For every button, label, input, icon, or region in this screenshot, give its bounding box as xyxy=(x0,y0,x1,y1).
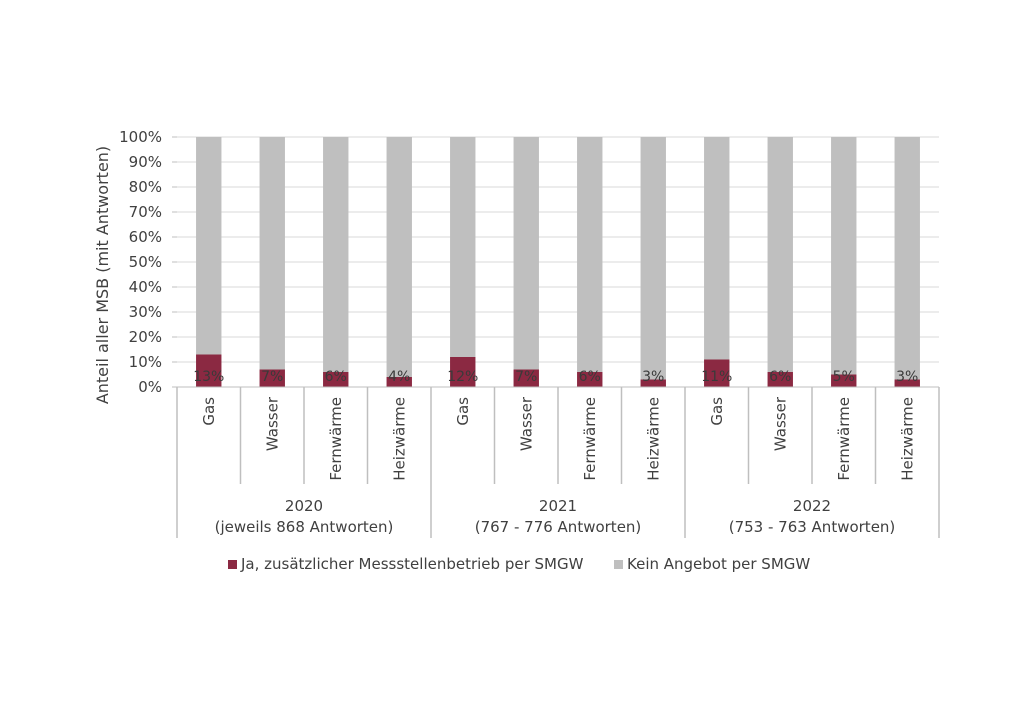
category-label: Fernwärme xyxy=(327,397,345,481)
bar-ja-smgw xyxy=(894,379,920,387)
category-label: Gas xyxy=(454,397,472,426)
bar-ja-smgw xyxy=(831,374,857,387)
group-sublabel: (753 - 763 Antworten) xyxy=(729,518,896,536)
category-label: Wasser xyxy=(517,396,535,451)
bar-kein-angebot xyxy=(513,137,539,370)
bar-kein-angebot xyxy=(196,137,222,355)
bar-kein-angebot xyxy=(577,137,603,372)
bar-ja-smgw xyxy=(704,359,730,387)
legend-swatch xyxy=(228,560,237,569)
bar-ja-smgw xyxy=(323,372,349,387)
bar-ja-smgw xyxy=(640,379,666,387)
x-axis: Gas Wasser Fernwärme Heizwärme 2020 (jeweils … xyxy=(176,386,940,538)
group-label: 2021 xyxy=(539,497,577,515)
group-sublabel: (767 - 776 Antworten) xyxy=(475,518,642,536)
bar-kein-angebot xyxy=(640,137,666,380)
bar-ja-smgw xyxy=(513,369,539,387)
data-label: 3% xyxy=(642,369,664,385)
legend-swatch xyxy=(614,560,623,569)
category-label: Gas xyxy=(200,397,218,426)
y-tick-label: 20% xyxy=(129,328,162,346)
y-tick-label: 70% xyxy=(129,203,162,221)
data-label: 7% xyxy=(261,369,283,385)
y-tick-label: 40% xyxy=(129,278,162,296)
bar-ja-smgw xyxy=(767,372,793,387)
y-tick-label: 100% xyxy=(119,128,162,146)
gridlines xyxy=(177,136,939,388)
data-label: 7% xyxy=(515,369,537,385)
data-label: 13% xyxy=(193,369,224,385)
category-label: Fernwärme xyxy=(581,397,599,481)
bar-kein-angebot xyxy=(894,137,920,380)
data-label: 5% xyxy=(833,369,855,385)
data-label: 12% xyxy=(447,369,478,385)
y-tick-label: 60% xyxy=(129,228,162,246)
group-label: 2022 xyxy=(793,497,831,515)
data-label: 6% xyxy=(769,369,791,385)
bar-kein-angebot xyxy=(259,137,285,370)
data-label: 11% xyxy=(701,369,732,385)
category-label: Heizwärme xyxy=(898,397,916,481)
data-label: 6% xyxy=(579,369,601,385)
data-label: 4% xyxy=(388,369,410,385)
legend: Ja, zusätzlicher Messstellenbetrieb per … xyxy=(228,555,810,573)
y-tick-label: 30% xyxy=(129,303,162,321)
bar-ja-smgw xyxy=(450,357,476,387)
data-label: 6% xyxy=(325,369,347,385)
group-label: 2020 xyxy=(285,497,323,515)
y-tick-label: 0% xyxy=(138,378,162,396)
bar-kein-angebot xyxy=(704,137,730,360)
y-tick-label: 80% xyxy=(129,178,162,196)
bar-ja-smgw xyxy=(577,372,603,387)
category-label: Fernwärme xyxy=(835,397,853,481)
bar-kein-angebot xyxy=(450,137,476,357)
legend-label: Ja, zusätzlicher Messstellenbetrieb per … xyxy=(240,555,584,573)
category-label: Heizwärme xyxy=(390,397,408,481)
category-label: Gas xyxy=(708,397,726,426)
bar-kein-angebot xyxy=(831,137,857,375)
bar-ja-smgw xyxy=(259,369,285,387)
y-axis-ticks: 0% 10% 20% 30% 40% 50% 60% 70% 80% 90% 100% xyxy=(119,128,177,396)
category-label: Wasser xyxy=(263,396,281,451)
data-label: 3% xyxy=(896,369,918,385)
group-sublabel: (jeweils 868 Antworten) xyxy=(215,518,394,536)
y-axis-label: Anteil aller MSB (mit Antworten) xyxy=(93,146,112,404)
y-tick-label: 10% xyxy=(129,353,162,371)
bar-ja-smgw xyxy=(386,377,412,387)
category-label: Wasser xyxy=(771,396,789,451)
legend-label: Kein Angebot per SMGW xyxy=(627,555,810,573)
y-tick-label: 90% xyxy=(129,153,162,171)
bar-kein-angebot xyxy=(386,137,412,377)
bar-kein-angebot xyxy=(767,137,793,372)
bar-kein-angebot xyxy=(323,137,349,372)
y-tick-label: 50% xyxy=(129,253,162,271)
category-label: Heizwärme xyxy=(644,397,662,481)
bars: 13% 7% 6% 4% 12% 7% 6% 3% 11% 6% 5% 3% xyxy=(193,137,920,387)
bar-ja-smgw xyxy=(196,354,222,387)
